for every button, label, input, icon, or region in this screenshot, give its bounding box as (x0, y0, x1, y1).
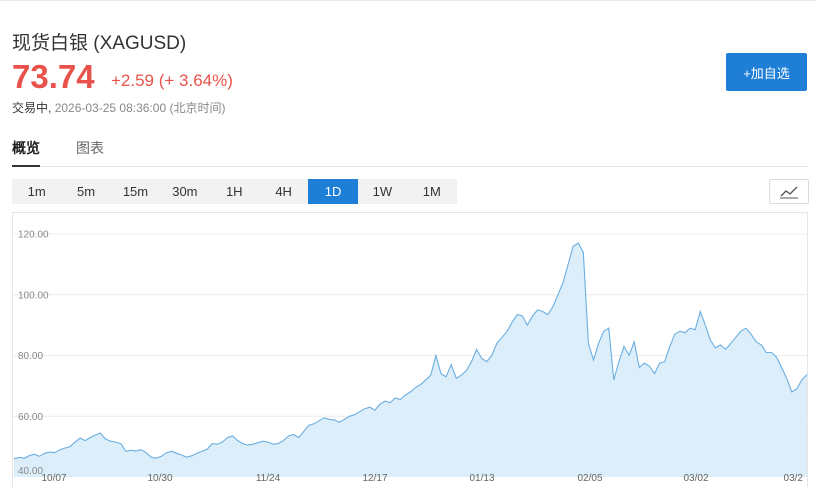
y-tick-label: 120.00 (18, 230, 49, 241)
x-tick-label: 12/17 (362, 473, 387, 484)
x-tick-label: 03/2 (784, 473, 804, 484)
y-tick-label: 60.00 (18, 412, 43, 423)
x-tick-label: 10/30 (147, 473, 172, 484)
period-selector: 1m 5m 15m 30m 1H 4H 1D 1W 1M (12, 179, 457, 204)
y-tick-label: 40.00 (18, 466, 43, 477)
period-5m[interactable]: 5m (77, 184, 96, 199)
period-1mo[interactable]: 1M (422, 184, 441, 199)
period-1h[interactable]: 1H (225, 184, 243, 199)
view-tabs: 概览 图表 (12, 139, 808, 167)
x-tick-label: 02/05 (577, 473, 602, 484)
line-chart-icon (780, 186, 798, 199)
instrument-title: 现货白银 (XAGUSD) (12, 33, 187, 54)
top-divider (0, 0, 816, 1)
last-price: 73.74 (12, 58, 95, 95)
period-4h[interactable]: 4H (275, 184, 292, 199)
trading-status: 交易中, (12, 101, 52, 115)
period-15m[interactable]: 15m (122, 184, 149, 199)
add-to-watchlist-button[interactable]: +加自选 (726, 53, 807, 91)
y-tick-label: 80.00 (18, 351, 43, 362)
tab-chart[interactable]: 图表 (76, 140, 104, 156)
price-change: +2.59 (+ 3.64%) (111, 71, 233, 90)
x-tick-label: 11/24 (256, 473, 281, 484)
period-30m[interactable]: 30m (172, 184, 198, 199)
period-1w[interactable]: 1W (372, 184, 393, 199)
x-tick-label: 01/13 (469, 473, 494, 484)
period-1d[interactable]: 1D (308, 179, 358, 204)
quote-datetime: 2026-03-25 08:36:00 (北京时间) (54, 101, 226, 115)
y-tick-label: 100.00 (18, 290, 49, 301)
x-tick-label: 03/02 (683, 473, 708, 484)
price-area-fill (14, 243, 807, 477)
price-chart: 120.00 100.00 80.00 60.00 40.00 10/07 10/30 11/… (12, 212, 809, 487)
tab-overview[interactable]: 概览 (12, 139, 40, 167)
x-tick-label: 10/07 (41, 473, 66, 484)
period-1m[interactable]: 1m (27, 184, 46, 199)
price-series-line (13, 242, 808, 460)
trading-status-line: 交易中, 2026-03-25 08:36:00 (北京时间) (12, 99, 225, 116)
chart-type-button[interactable] (769, 179, 809, 204)
